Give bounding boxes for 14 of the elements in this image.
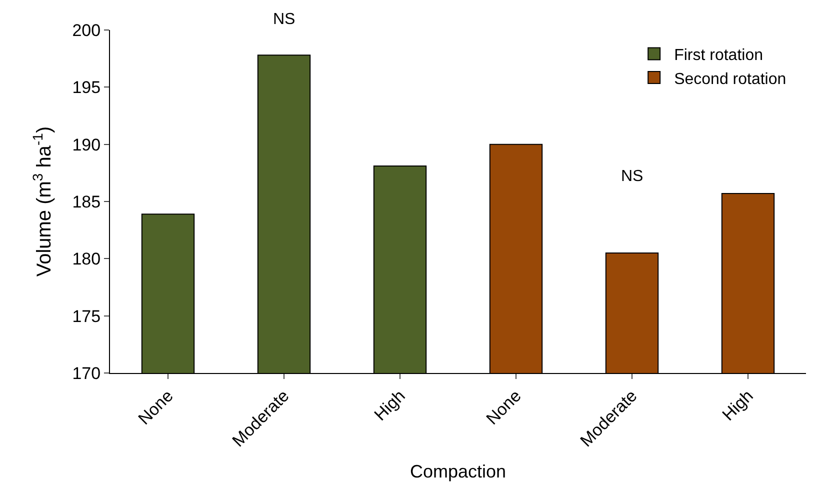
y-tick-label: 195 bbox=[72, 78, 101, 98]
x-axis-title: Compaction bbox=[410, 462, 506, 482]
x-tick-label: High bbox=[718, 386, 757, 424]
y-tick-label: 190 bbox=[72, 135, 101, 154]
legend-label: First rotation bbox=[674, 47, 763, 64]
legend-label: Second rotation bbox=[674, 70, 786, 88]
annotation: NS bbox=[621, 168, 644, 185]
y-tick-label: 200 bbox=[72, 20, 101, 40]
y-tick-label: 180 bbox=[72, 250, 101, 269]
y-tick-label: 185 bbox=[72, 192, 101, 212]
y-tick-label: 170 bbox=[72, 364, 101, 383]
text: NS bbox=[273, 11, 296, 28]
y-tick-label: 175 bbox=[72, 306, 101, 326]
x-tick-label: High bbox=[370, 386, 409, 424]
